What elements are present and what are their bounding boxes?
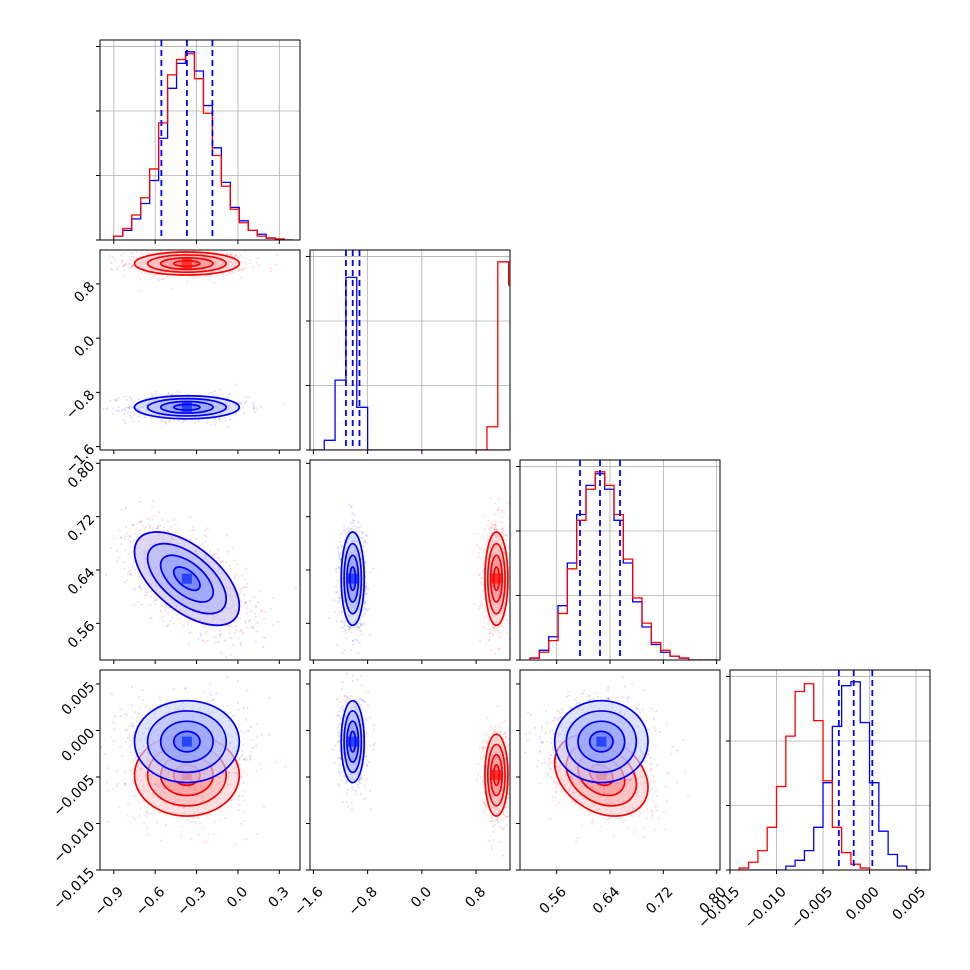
- x-tick-label: −0.3: [174, 884, 209, 919]
- histogram-red-series: [738, 683, 926, 870]
- x-tick-label: −0.9: [92, 884, 127, 919]
- x-tick-label: 0.56: [537, 884, 570, 917]
- x-tick-label: −0.6: [133, 884, 168, 919]
- x-tick-label: −1.6: [291, 884, 326, 919]
- x-tick-label: 0.72: [643, 884, 676, 917]
- y-tick-label: 0.8: [71, 279, 98, 306]
- x-tick-label: 0.0: [408, 884, 435, 911]
- x-tick-label: 0.3: [265, 884, 292, 911]
- contour-blue-lines: [133, 531, 241, 627]
- x-tick-label: −0.005: [788, 884, 836, 932]
- histogram-panel-1: [96, 39, 301, 241]
- y-tick-label: 0.64: [65, 565, 98, 598]
- histogram-red-series: [113, 53, 294, 240]
- y-tick-label: −0.015: [50, 865, 98, 913]
- density-peak-blue: [347, 573, 358, 584]
- contour-red-lines: [133, 251, 241, 276]
- scatter-panel-3-1: [99, 459, 301, 661]
- histogram-panel-2: [306, 249, 511, 451]
- density-peak-blue: [596, 736, 607, 747]
- y-tick-label: −0.010: [50, 818, 98, 866]
- contour-blue-lines: [133, 394, 241, 420]
- x-tick-label: 0.0: [224, 884, 251, 911]
- density-peak-red: [181, 258, 192, 269]
- density-peak-red: [491, 573, 502, 584]
- y-tick-label: 0.0: [71, 333, 98, 360]
- density-peak-blue: [181, 736, 192, 747]
- gridlines: [100, 40, 300, 240]
- x-tick-label: 0.000: [843, 884, 883, 924]
- density-peak-blue: [181, 402, 192, 413]
- x-tick-label: −0.010: [742, 884, 790, 932]
- density-peak-red: [491, 770, 502, 781]
- gridlines: [310, 250, 510, 450]
- y-tick-label: 0.56: [65, 618, 98, 651]
- histogram-panel-4: [726, 669, 931, 871]
- scatter-panel-4-3: [519, 669, 721, 871]
- x-tick-label: 0.64: [590, 884, 623, 917]
- contour-blue-lines: [133, 699, 241, 784]
- y-tick-label: 0.72: [65, 512, 98, 545]
- contour-red-lines: [484, 531, 509, 627]
- histogram-red-series: [313, 261, 510, 450]
- contour-red-lines: [484, 733, 509, 817]
- density-peak-blue: [347, 736, 358, 747]
- density-peak-blue: [181, 573, 192, 584]
- scatter-panel-4-2: [309, 669, 511, 871]
- y-tick-label: −0.8: [63, 387, 98, 422]
- histogram-blue-series: [739, 681, 926, 870]
- x-tick-label: 0.8: [462, 884, 489, 911]
- contour-blue-lines: [553, 699, 649, 784]
- scatter-panel-4-1: [99, 669, 301, 871]
- y-tick-label: −0.005: [50, 772, 98, 820]
- contour-blue-lines: [340, 531, 366, 627]
- contour-blue-lines: [340, 699, 366, 784]
- scatter-panel-2-1: [99, 249, 301, 451]
- y-tick-label: 0.005: [59, 679, 99, 719]
- histogram-blue-series: [313, 276, 510, 450]
- scatter-panel-3-2: [309, 459, 511, 661]
- y-tick-label: 0.000: [59, 725, 99, 765]
- x-tick-label: 0.005: [890, 884, 930, 924]
- x-tick-label: −0.8: [345, 884, 380, 919]
- histogram-red-series: [529, 471, 717, 660]
- histogram-panel-3: [516, 459, 721, 661]
